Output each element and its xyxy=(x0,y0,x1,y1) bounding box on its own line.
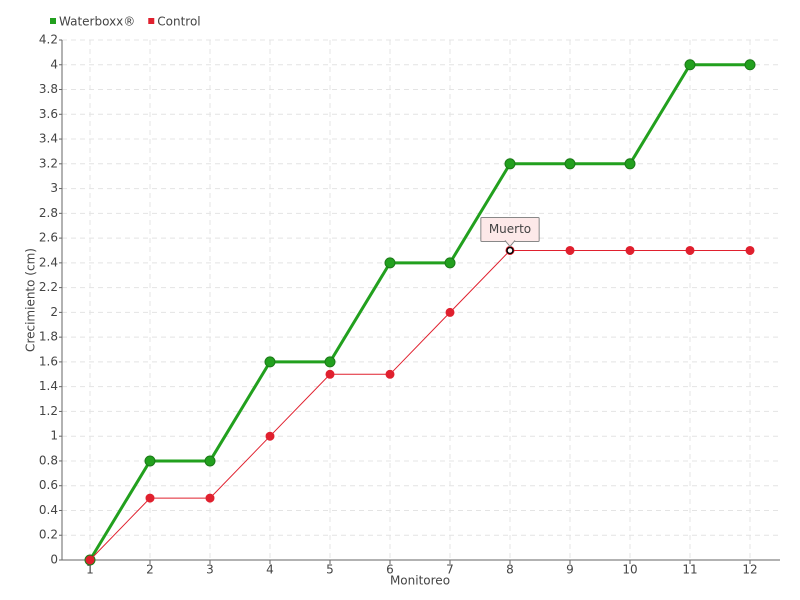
y-tick-label: 1.8 xyxy=(39,330,58,344)
x-tick-label: 10 xyxy=(622,563,637,577)
annotation-text: Muerto xyxy=(489,222,531,236)
x-tick-label: 8 xyxy=(506,563,514,577)
data-point xyxy=(144,455,156,467)
data-point xyxy=(385,369,395,379)
data-point xyxy=(745,245,755,255)
y-tick-label: 0.2 xyxy=(39,528,58,542)
x-axis-label: Monitoreo xyxy=(390,574,450,588)
x-tick-label: 9 xyxy=(566,563,574,577)
data-point xyxy=(684,59,696,71)
x-tick-label: 5 xyxy=(326,563,334,577)
data-point xyxy=(624,158,636,170)
x-tick-label: 12 xyxy=(742,563,757,577)
y-tick-label: 1.2 xyxy=(39,404,58,418)
legend-swatch xyxy=(148,18,155,24)
annotation-point xyxy=(506,246,514,255)
data-point xyxy=(444,257,456,269)
data-point xyxy=(325,369,335,379)
x-tick-label: 3 xyxy=(206,563,214,577)
y-axis-label: Crecimiento (cm) xyxy=(24,248,38,352)
x-tick-label: 1 xyxy=(86,563,94,577)
data-point xyxy=(685,245,695,255)
y-tick-label: 2.4 xyxy=(39,255,58,269)
legend-swatch xyxy=(50,18,56,24)
data-point xyxy=(565,245,575,255)
data-point xyxy=(264,356,276,368)
data-point xyxy=(504,158,516,170)
y-tick-label: 0 xyxy=(50,553,58,567)
y-tick-label: 3 xyxy=(50,181,58,195)
y-tick-label: 3.4 xyxy=(39,132,58,146)
data-point xyxy=(384,257,396,269)
y-tick-label: 0.6 xyxy=(39,478,58,492)
data-point xyxy=(445,307,455,317)
legend-label: Waterboxx® xyxy=(59,15,135,29)
data-point xyxy=(324,356,336,368)
series-line xyxy=(88,63,750,561)
data-point xyxy=(564,158,576,170)
data-point xyxy=(145,493,155,503)
y-tick-label: 4 xyxy=(50,57,58,71)
annotation-pointer xyxy=(504,240,516,248)
y-tick-label: 3.6 xyxy=(39,107,58,121)
series-line xyxy=(89,249,750,561)
y-tick-label: 2.8 xyxy=(39,206,58,220)
y-tick-label: 3.8 xyxy=(39,82,58,96)
y-tick-label: 1.4 xyxy=(39,379,58,393)
y-tick-label: 1 xyxy=(50,429,58,443)
y-tick-label: 1.6 xyxy=(39,354,58,368)
y-tick-label: 0.8 xyxy=(39,453,58,467)
y-tick-label: 0.4 xyxy=(39,503,58,517)
legend-label: Control xyxy=(157,15,200,29)
x-tick-label: 7 xyxy=(446,563,454,577)
data-point xyxy=(85,555,95,565)
y-tick-label: 2.2 xyxy=(39,280,58,294)
x-tick-label: 2 xyxy=(146,563,154,577)
y-tick-label: 3.2 xyxy=(39,156,58,170)
y-tick-label: 4.2 xyxy=(39,33,58,47)
y-tick-label: 2.6 xyxy=(39,231,58,245)
x-tick-label: 11 xyxy=(682,563,697,577)
x-tick-label: 4 xyxy=(266,563,274,577)
annotation: Muerto xyxy=(480,216,540,248)
data-point xyxy=(205,493,215,503)
y-tick-label: 2 xyxy=(50,305,58,319)
data-point xyxy=(625,245,635,255)
data-point xyxy=(265,431,275,441)
x-tick-label: 6 xyxy=(386,563,394,577)
data-point xyxy=(744,59,756,71)
data-point xyxy=(204,455,216,467)
